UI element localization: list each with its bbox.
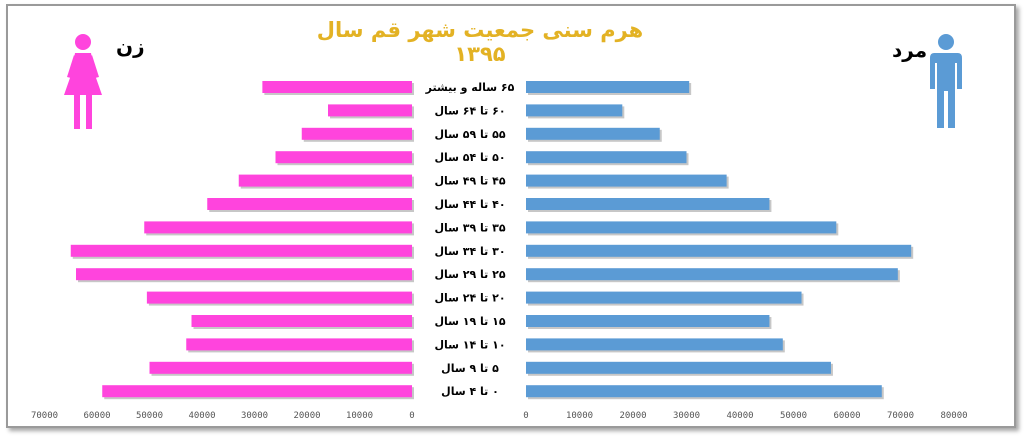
category-label: ۴۰ تا ۴۴ سال	[434, 198, 505, 211]
male-bar	[526, 174, 727, 187]
category-label: ۱۵ تا ۱۹ سال	[434, 315, 505, 328]
male-axis-tick-label: 80000	[940, 411, 967, 421]
male-axis-tick-label: 0	[523, 411, 528, 421]
man-icon	[930, 34, 962, 128]
female-bar	[149, 361, 412, 374]
category-label: ۲۵ تا ۲۹ سال	[434, 268, 505, 281]
female-bar	[301, 127, 412, 140]
female-axis-tick-label: 0	[409, 411, 414, 421]
female-bar	[328, 104, 412, 117]
female-bar	[262, 81, 412, 93]
male-axis-tick-label: 70000	[887, 411, 914, 421]
female-bar	[146, 291, 412, 304]
male-bar	[526, 104, 623, 117]
male-bar	[526, 127, 660, 140]
female-bar	[76, 268, 412, 281]
male-bar	[526, 221, 837, 234]
category-label: ۵ تا ۹ سال	[441, 362, 499, 375]
male-axis-tick-label: 20000	[619, 411, 646, 421]
male-axis-tick-label: 50000	[780, 411, 807, 421]
male-bar	[526, 291, 802, 304]
category-label: ۵۵ تا ۵۹ سال	[434, 128, 505, 141]
female-label: زن	[116, 34, 145, 58]
male-bar	[526, 151, 687, 164]
male-axis-tick-label: 40000	[726, 411, 753, 421]
female-bar	[102, 385, 412, 398]
male-axis-tick-label: 10000	[566, 411, 593, 421]
male-bar	[526, 338, 783, 351]
chart-frame	[6, 4, 1016, 428]
category-label: ۱۰ تا ۱۴ سال	[434, 338, 505, 351]
female-axis-tick-label: 40000	[188, 411, 215, 421]
female-axis-tick-label: 30000	[241, 411, 268, 421]
male-label: مرد	[892, 38, 928, 62]
category-label: ۳۰ تا ۳۴ سال	[434, 245, 505, 258]
female-bar	[275, 151, 412, 164]
male-axis-tick-label: 30000	[673, 411, 700, 421]
female-bar	[238, 174, 412, 187]
category-label: ۲۰ تا ۲۴ سال	[434, 292, 505, 305]
category-label: ۳۵ تا ۳۹ سال	[434, 221, 505, 234]
female-axis-tick-label: 50000	[136, 411, 163, 421]
female-bar	[70, 244, 412, 257]
female-bar	[191, 315, 412, 327]
chart-title: هرم سنی جمعیت شهر قم سال ۱۳۹۵	[316, 18, 644, 66]
female-axis-tick-label: 20000	[293, 411, 320, 421]
category-label: ۶۵ ساله و بیشتر	[425, 81, 515, 94]
woman-icon	[64, 34, 102, 129]
male-bar	[526, 361, 831, 374]
female-bar	[207, 198, 412, 210]
female-bar	[186, 338, 412, 351]
female-axis-tick-label: 10000	[346, 411, 373, 421]
female-bar	[144, 221, 412, 234]
male-bar	[526, 268, 898, 281]
male-bar	[526, 81, 690, 93]
male-bar	[526, 315, 770, 327]
male-bar	[526, 198, 770, 210]
female-axis-tick-label: 60000	[83, 411, 110, 421]
category-label: ۵۰ تا ۵۴ سال	[434, 151, 505, 164]
female-axis-tick-label: 70000	[31, 411, 58, 421]
category-label: ۰ تا ۴ سال	[441, 385, 499, 398]
male-bar	[526, 385, 882, 398]
category-label: ۶۰ تا ۶۴ سال	[434, 104, 505, 117]
male-axis-tick-label: 60000	[833, 411, 860, 421]
category-label: ۴۵ تا ۴۹ سال	[434, 175, 505, 188]
male-bar	[526, 244, 912, 257]
